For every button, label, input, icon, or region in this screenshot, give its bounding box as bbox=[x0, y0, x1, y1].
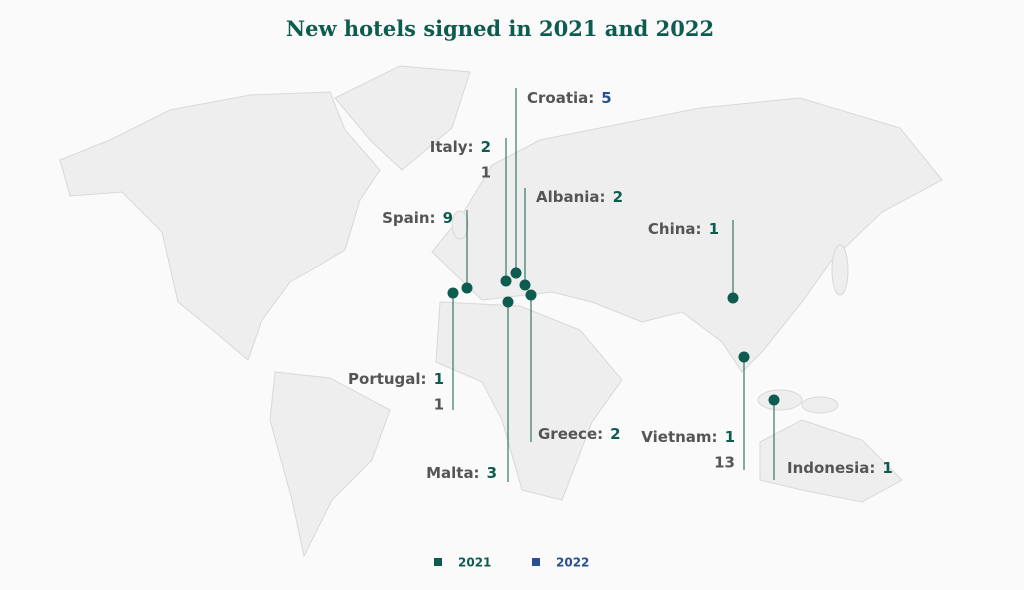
location-name: Albania: bbox=[536, 188, 606, 206]
legend-swatch bbox=[434, 558, 442, 566]
legend-label: 2022 bbox=[556, 556, 589, 570]
hotel-count: 9 bbox=[443, 209, 453, 227]
legend-label: 2021 bbox=[458, 556, 491, 570]
location-dot bbox=[519, 279, 531, 291]
location-label: Indonesia: 1 bbox=[787, 459, 893, 477]
legend-swatch bbox=[532, 558, 540, 566]
hotel-count: 2 bbox=[610, 425, 620, 443]
hotel-count: 1 bbox=[481, 164, 491, 182]
japan bbox=[831, 244, 849, 296]
location-label: China: 1 bbox=[648, 220, 719, 238]
title: New hotels signed in 2021 and 2022 bbox=[286, 16, 714, 41]
hotel-count: 1 bbox=[434, 370, 444, 388]
location-name: Vietnam: bbox=[641, 428, 717, 446]
location-label: Vietnam: 1 bbox=[641, 428, 735, 446]
location-dot bbox=[500, 275, 512, 287]
location-dot bbox=[768, 394, 780, 406]
location-name: Portugal: bbox=[348, 370, 427, 388]
location-dot bbox=[510, 267, 522, 279]
location-label: Spain: 9 bbox=[382, 209, 453, 227]
location-label: Greece: 2 bbox=[538, 425, 621, 443]
location-dot bbox=[461, 282, 473, 294]
location-name: Malta: bbox=[426, 464, 479, 482]
islands bbox=[801, 396, 839, 414]
location-label: Albania: 2 bbox=[536, 188, 623, 206]
hotel-count: 1 bbox=[434, 396, 444, 414]
eurasia bbox=[431, 97, 943, 373]
south-america bbox=[269, 371, 391, 558]
location-label: Portugal: 1 bbox=[348, 370, 444, 388]
hotel-count: 1 bbox=[725, 428, 735, 446]
hotel-count: 2 bbox=[481, 138, 491, 156]
location-name: Indonesia: bbox=[787, 459, 875, 477]
location-label: Italy: 2 bbox=[430, 138, 491, 156]
hotel-count: 1 bbox=[709, 220, 719, 238]
location-dot bbox=[502, 296, 514, 308]
location-name: Greece: bbox=[538, 425, 603, 443]
hotel-count: 1 bbox=[882, 459, 892, 477]
africa bbox=[435, 301, 623, 501]
location-dot bbox=[727, 292, 739, 304]
world-map bbox=[59, 65, 943, 558]
location-label: Croatia: 5 bbox=[527, 89, 612, 107]
islands bbox=[757, 389, 803, 411]
location-name: China: bbox=[648, 220, 702, 238]
uk bbox=[451, 210, 469, 240]
location-name: Croatia: bbox=[527, 89, 594, 107]
location-dot bbox=[525, 289, 537, 301]
location-name: Italy: bbox=[430, 138, 474, 156]
location-label: Malta: 3 bbox=[426, 464, 497, 482]
greenland bbox=[334, 65, 471, 171]
hotel-count: 13 bbox=[714, 454, 735, 472]
hotel-count: 3 bbox=[487, 464, 497, 482]
hotel-count: 5 bbox=[601, 89, 611, 107]
north-america bbox=[59, 91, 381, 361]
location-dot bbox=[738, 351, 750, 363]
location-dot bbox=[447, 287, 459, 299]
australia bbox=[759, 419, 903, 503]
location-name: Spain: bbox=[382, 209, 435, 227]
hotel-count: 2 bbox=[613, 188, 623, 206]
